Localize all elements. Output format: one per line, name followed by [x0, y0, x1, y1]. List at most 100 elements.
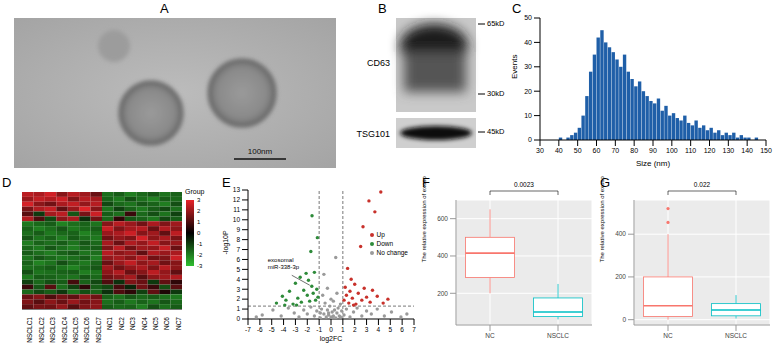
svg-text:4: 4: [236, 276, 240, 283]
svg-text:-3: -3: [197, 263, 203, 269]
svg-text:1: 1: [197, 219, 201, 225]
svg-text:50: 50: [574, 147, 582, 154]
svg-text:2: 2: [197, 208, 201, 214]
svg-text:0.022: 0.022: [694, 181, 711, 188]
svg-text:-3: -3: [293, 326, 299, 333]
svg-text:0: 0: [329, 326, 333, 333]
svg-text:30: 30: [536, 147, 544, 154]
svg-text:7: 7: [412, 326, 416, 333]
svg-text:9: 9: [236, 226, 240, 233]
svg-text:100nm: 100nm: [248, 147, 273, 156]
svg-text:6: 6: [236, 256, 240, 263]
svg-text:-2: -2: [197, 252, 203, 258]
svg-text:45kD: 45kD: [487, 127, 505, 136]
svg-text:60: 60: [593, 147, 601, 154]
html-text:C: C: [512, 1, 522, 16]
svg-text:70: 70: [611, 147, 619, 154]
svg-text:50: 50: [524, 14, 532, 21]
svg-text:0: 0: [622, 316, 626, 323]
svg-text:12: 12: [233, 196, 241, 203]
svg-text:Group: Group: [185, 188, 205, 196]
svg-text:600: 600: [437, 215, 448, 222]
html-text:B: B: [378, 1, 387, 16]
svg-text:CD63: CD63: [367, 58, 390, 68]
svg-text:80: 80: [630, 147, 638, 154]
svg-text:20: 20: [524, 88, 532, 95]
svg-text:3: 3: [236, 286, 240, 293]
svg-text:-log10P: -log10P: [222, 230, 230, 254]
svg-text:NC: NC: [663, 332, 673, 339]
svg-text:65kD: 65kD: [487, 19, 505, 28]
svg-text:NC4: NC4: [141, 317, 148, 330]
html-text:G: G: [600, 175, 611, 190]
svg-text:NSCLC4: NSCLC4: [61, 317, 68, 343]
svg-text:NSCLC3: NSCLC3: [49, 317, 56, 343]
svg-text:Events: Events: [510, 55, 519, 79]
html-text:F: F: [422, 175, 430, 190]
svg-text:-1: -1: [316, 326, 322, 333]
svg-text:3: 3: [365, 326, 369, 333]
svg-text:NSCLC5: NSCLC5: [72, 317, 79, 343]
svg-text:2: 2: [236, 295, 240, 302]
svg-text:1: 1: [341, 326, 345, 333]
svg-text:40: 40: [555, 147, 563, 154]
svg-text:NSCLC: NSCLC: [725, 332, 747, 339]
svg-text:40: 40: [524, 39, 532, 46]
html-text:E: E: [222, 175, 231, 190]
svg-text:130: 130: [722, 147, 734, 154]
svg-text:log2FC: log2FC: [320, 335, 343, 343]
svg-text:NSCLC2: NSCLC2: [38, 317, 45, 343]
svg-text:-7: -7: [245, 326, 251, 333]
svg-text:6: 6: [400, 326, 404, 333]
svg-text:2: 2: [353, 326, 357, 333]
svg-text:140: 140: [741, 147, 753, 154]
svg-text:-1: -1: [197, 241, 203, 247]
svg-text:200: 200: [615, 273, 626, 280]
svg-text:400: 400: [615, 230, 626, 237]
svg-text:-6: -6: [257, 326, 263, 333]
svg-text:5: 5: [388, 326, 392, 333]
svg-text:TSG101: TSG101: [356, 129, 390, 139]
html-text:A: A: [160, 1, 169, 16]
svg-text:NC3: NC3: [129, 317, 136, 330]
svg-text:200: 200: [437, 290, 448, 297]
svg-text:0: 0: [528, 136, 532, 143]
svg-text:1: 1: [236, 305, 240, 312]
svg-text:150: 150: [760, 147, 772, 154]
svg-text:30kD: 30kD: [487, 89, 505, 98]
svg-text:30: 30: [524, 63, 532, 70]
svg-text:NC1: NC1: [106, 317, 113, 330]
svg-text:-4: -4: [281, 326, 287, 333]
svg-text:-5: -5: [269, 326, 275, 333]
svg-text:8: 8: [236, 236, 240, 243]
svg-text:-2: -2: [304, 326, 310, 333]
svg-text:exosomalmiR-338-3p: exosomalmiR-338-3p: [268, 257, 300, 270]
svg-text:NC: NC: [485, 332, 495, 339]
svg-text:NC7: NC7: [175, 317, 182, 330]
svg-text:NSCLC1: NSCLC1: [26, 317, 33, 343]
svg-text:13: 13: [233, 186, 241, 193]
svg-text:0: 0: [197, 230, 201, 236]
svg-text:400: 400: [437, 252, 448, 259]
svg-text:0: 0: [236, 315, 240, 322]
svg-text:7: 7: [236, 246, 240, 253]
svg-text:4: 4: [377, 326, 381, 333]
svg-text:3: 3: [197, 197, 201, 203]
svg-text:NSCLC: NSCLC: [547, 332, 569, 339]
svg-text:NC5: NC5: [152, 317, 159, 330]
svg-text:Size (nm): Size (nm): [636, 159, 671, 168]
html-text:D: D: [2, 175, 12, 190]
svg-text:90: 90: [649, 147, 657, 154]
svg-text:10: 10: [233, 216, 241, 223]
svg-text:110: 110: [685, 147, 696, 154]
svg-text:NC2: NC2: [118, 317, 125, 330]
svg-text:NC6: NC6: [163, 317, 170, 330]
svg-text:0.0023: 0.0023: [514, 181, 534, 188]
svg-text:5: 5: [236, 266, 240, 273]
svg-text:NSCLC7: NSCLC7: [95, 317, 102, 343]
svg-text:NSCLC6: NSCLC6: [83, 317, 90, 343]
svg-text:11: 11: [233, 206, 240, 213]
svg-text:100: 100: [666, 147, 678, 154]
svg-text:120: 120: [704, 147, 716, 154]
svg-text:10: 10: [524, 112, 532, 119]
